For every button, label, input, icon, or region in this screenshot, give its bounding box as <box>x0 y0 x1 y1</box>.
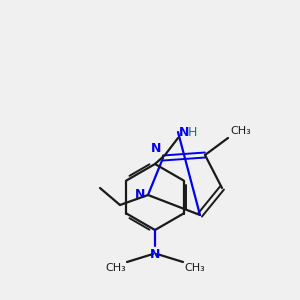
Text: CH₃: CH₃ <box>184 263 205 273</box>
Text: CH₃: CH₃ <box>230 126 251 136</box>
Text: H: H <box>188 125 197 139</box>
Text: CH₃: CH₃ <box>105 263 126 273</box>
Text: N: N <box>179 125 189 139</box>
Text: N: N <box>135 188 145 202</box>
Text: N: N <box>150 248 160 261</box>
Text: N: N <box>151 142 161 155</box>
